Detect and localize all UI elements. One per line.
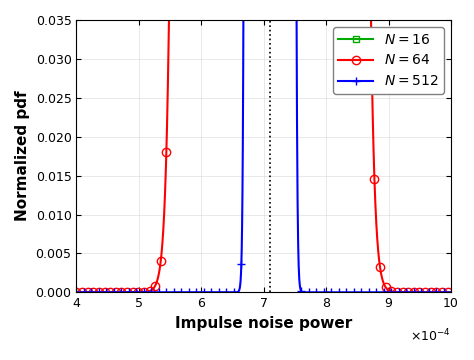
X-axis label: Impulse noise power: Impulse noise power xyxy=(175,316,352,331)
Line: $N=512$: $N=512$ xyxy=(72,0,455,297)
$N=64$ xyxy=(448,290,454,294)
$N=512$ xyxy=(438,290,443,294)
Text: $\times10^{-4}$: $\times10^{-4}$ xyxy=(410,328,451,345)
$N=512$ xyxy=(438,290,443,294)
$N=512$ xyxy=(448,290,454,294)
Legend: $N=16$, $N=64$, $N=512$: $N=16$, $N=64$, $N=512$ xyxy=(333,27,444,94)
$N=64$ xyxy=(93,290,99,294)
$N=64$ xyxy=(438,290,443,294)
Line: $N=64$: $N=64$ xyxy=(72,0,455,297)
$N=64$ xyxy=(438,290,443,294)
Y-axis label: Normalized pdf: Normalized pdf xyxy=(15,91,30,221)
$N=512$ xyxy=(369,290,374,294)
$N=64$ xyxy=(73,290,79,294)
$N=64$ xyxy=(369,55,374,60)
$N=512$ xyxy=(73,290,79,294)
Text: $\sigma_I^2$: $\sigma_I^2$ xyxy=(0,359,1,360)
$N=512$ xyxy=(93,290,99,294)
